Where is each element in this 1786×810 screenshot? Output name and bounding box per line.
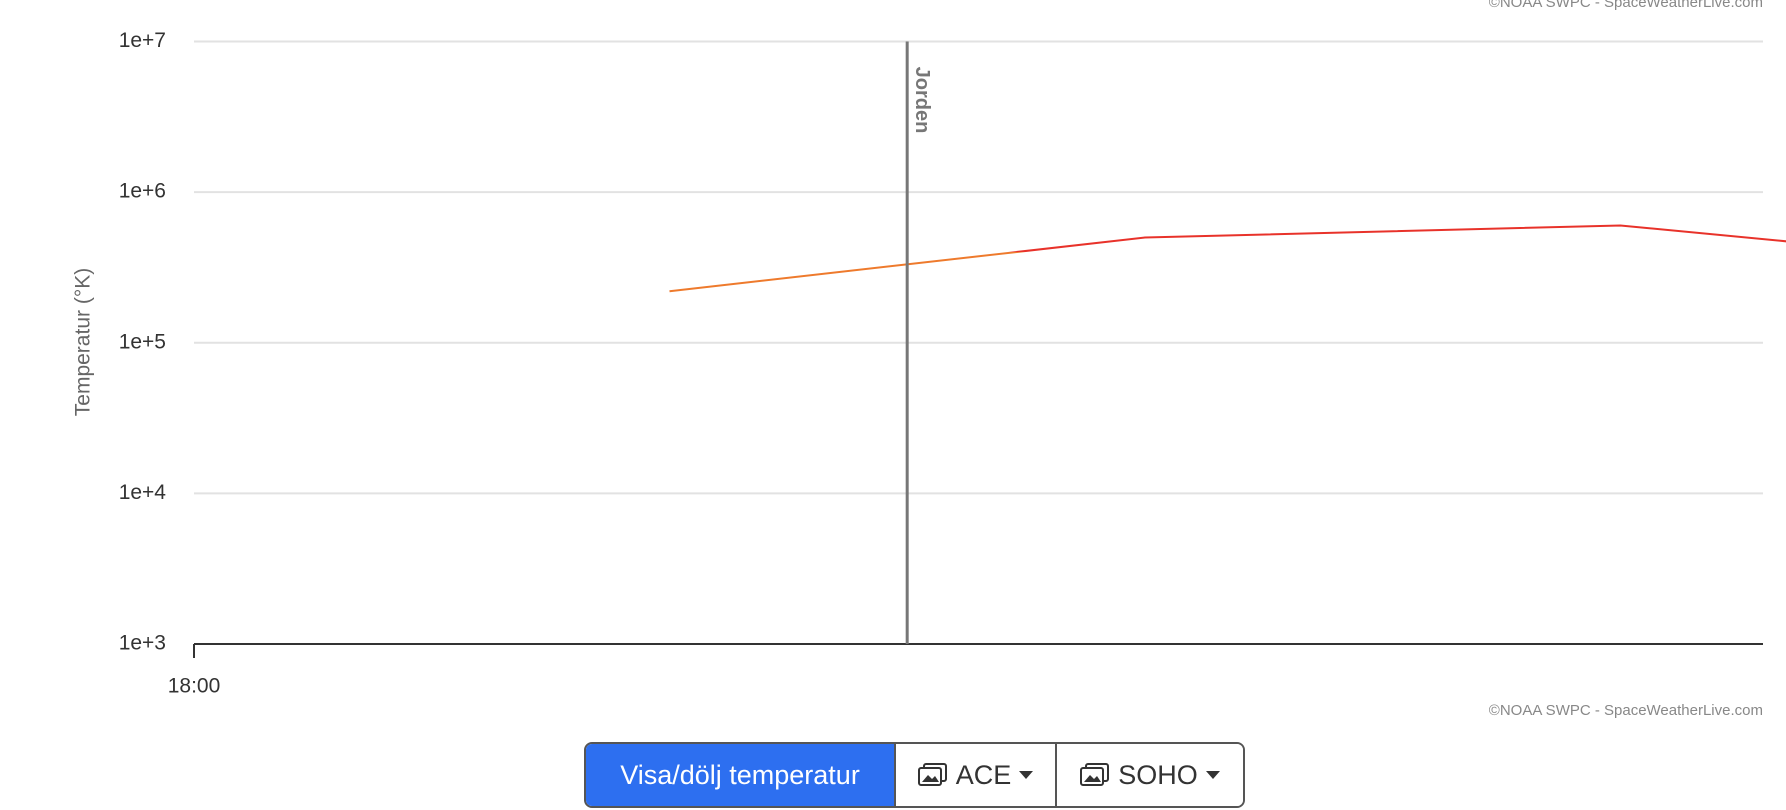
temperature-line [669, 224, 1786, 293]
soho-label: SOHO [1118, 759, 1198, 790]
button-group: Visa/dölj temperatur ACE SOHO [584, 742, 1245, 808]
y-tick-label: 1e+3 [119, 632, 166, 655]
caret [1019, 771, 1034, 779]
x-tick-label: 18:00 [168, 675, 221, 698]
y-tick-label: 1e+7 [119, 29, 166, 52]
chart: ©NOAA SWPC - SpaceWeatherLive.com ©NOAA … [72, 0, 1786, 719]
image-icon [917, 763, 947, 786]
image-icon [1080, 763, 1110, 786]
ace-label: ACE [955, 759, 1012, 790]
y-tick-label: 1e+6 [119, 180, 166, 203]
ace-dropdown[interactable]: ACE [894, 744, 1055, 806]
soho-dropdown[interactable]: SOHO [1055, 744, 1243, 806]
y-tick-label: 1e+5 [119, 330, 166, 353]
toggle-button[interactable]: Visa/dölj temperatur [586, 744, 894, 806]
earth-label: Jorden [911, 67, 933, 134]
credit: ©NOAA SWPC - SpaceWeatherLive.com [1489, 702, 1763, 719]
y-tick-label: 1e+4 [119, 481, 167, 504]
y-axis-label: Temperatur (°K) [72, 268, 95, 416]
credit-top: ©NOAA SWPC - SpaceWeatherLive.com [1489, 0, 1763, 11]
caret [1205, 771, 1220, 779]
